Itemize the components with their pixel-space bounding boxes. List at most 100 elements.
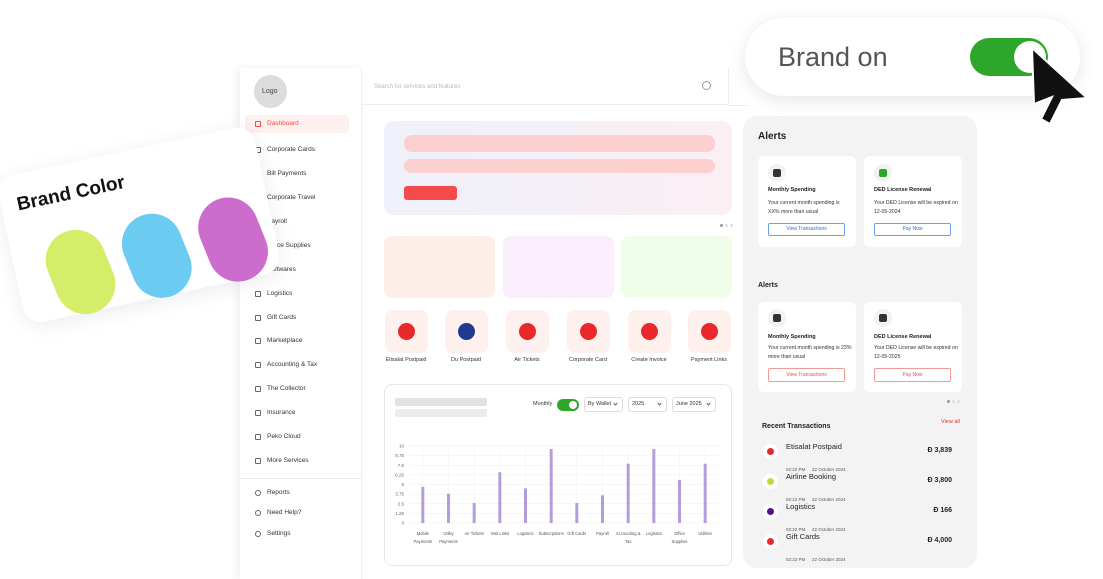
transaction-name: Airline Booking [786, 472, 837, 482]
menu-icon[interactable] [255, 362, 261, 368]
x-tick-label: Payroll [596, 531, 609, 536]
menu-item: Dashboard [267, 119, 299, 127]
quick-action-label: Create Invoice [631, 357, 667, 363]
menu-icon[interactable] [255, 338, 261, 344]
transaction-amount: Ð 3,800 [927, 476, 952, 484]
menu-icon[interactable] [255, 510, 261, 516]
transaction-icon-glyph [767, 538, 774, 545]
menu-icon[interactable] [255, 386, 261, 392]
dropdown-label: By Wallet [588, 401, 612, 408]
x-tick-label: Accounting & Tax [615, 531, 641, 544]
transaction-time: 02:22 PM [786, 526, 806, 532]
header-line [728, 105, 748, 106]
menu-item: Settings [267, 529, 291, 537]
menu-icon[interactable] [255, 458, 261, 464]
transaction-date: 22 October 2024 [812, 556, 846, 562]
menu-icon[interactable] [255, 121, 261, 127]
menu-item: Reports [267, 488, 290, 496]
y-tick-label: 2.5 [398, 501, 405, 506]
alert-body: Your current month spending is 23% more … [768, 345, 852, 360]
y-tick-label: 3.75 [395, 492, 404, 497]
bar [626, 463, 630, 523]
quick-action-icon [641, 323, 658, 340]
x-tick-label: Utilities [698, 531, 712, 536]
alert-button[interactable]: Pay Now [874, 368, 951, 382]
alert-title: Monthly Spending [768, 334, 816, 341]
menu-icon[interactable] [255, 291, 261, 297]
alert-body: Your current month spending is XX% more … [768, 200, 840, 215]
bar [575, 502, 579, 523]
x-tick-label: Subscriptions [538, 531, 564, 536]
alert-button[interactable]: View Transactions [768, 223, 845, 236]
alert-title: DED License Renewal [874, 187, 932, 194]
bar [447, 493, 450, 523]
bar [421, 486, 425, 523]
promo-card [503, 236, 614, 298]
y-tick-label: 8.75 [395, 453, 404, 458]
alert-icon-glyph [773, 169, 781, 177]
transactions-title: Recent Transactions [762, 422, 831, 430]
transaction-icon-glyph [767, 508, 774, 515]
quick-action-label: Corporate Card [569, 357, 607, 363]
search-bar[interactable] [362, 68, 728, 105]
dropdown[interactable] [672, 397, 716, 412]
dropdown[interactable] [628, 397, 667, 412]
chart-title-placeholder [395, 398, 487, 406]
menu-item: The Collector [267, 384, 306, 392]
period-toggle-knob [569, 401, 577, 409]
quick-action-icon [458, 323, 475, 340]
menu-item: Corporate Cards [267, 145, 316, 153]
banner-button[interactable] [404, 186, 457, 200]
dropdown-label: June 2025 [676, 401, 702, 408]
transaction-name: Logistics [786, 502, 816, 512]
transaction-amount: Ð 4,000 [927, 536, 952, 544]
menu-item: More Services [267, 456, 309, 464]
x-tick-label: Utility Payments [439, 531, 458, 544]
sidebar-divider [240, 478, 362, 479]
menu-icon[interactable] [255, 490, 261, 496]
promo-card [384, 236, 495, 298]
carousel-dot [957, 400, 960, 403]
brand-toggle-label: Brand on [778, 41, 888, 72]
menu-icon[interactable] [255, 410, 261, 416]
menu-item: Logistics [267, 289, 293, 297]
menu-item: Insurance [267, 408, 296, 416]
menu-item: Peko Cloud [267, 432, 301, 440]
y-tick-label: 10 [399, 444, 405, 449]
alert-button[interactable]: View Transactions [768, 368, 845, 382]
dropdown[interactable] [584, 397, 623, 412]
transaction-icon-glyph [767, 448, 774, 455]
menu-active-bg [245, 115, 349, 133]
quick-action-icon [580, 323, 597, 340]
view-all-link[interactable]: View all [941, 419, 960, 426]
alert-icon-glyph [879, 314, 887, 322]
menu-icon[interactable] [255, 434, 261, 440]
quick-action-label: Etisalat Postpaid [385, 357, 427, 363]
bar [703, 463, 707, 523]
menu-icon[interactable] [255, 315, 261, 321]
transaction-name: Etisalat Postpaid [786, 442, 842, 452]
y-tick-label: 7.5 [398, 463, 405, 468]
menu-item: Need Help? [267, 508, 302, 516]
search-icon [702, 81, 711, 90]
transaction-time: 02:22 PM [786, 496, 806, 502]
quick-action-icon [519, 323, 536, 340]
alert-button[interactable]: Pay Now [874, 223, 951, 236]
chart-card [384, 384, 732, 566]
alert-body: Your DED License will be expired on 12-0… [874, 200, 958, 215]
carousel-dot [720, 224, 723, 227]
transaction-date: 22 October 2024 [812, 526, 846, 532]
transaction-amount: Ð 3,839 [927, 446, 952, 454]
x-tick-label: Office Supplies [671, 531, 688, 544]
menu-item: Marketplace [267, 336, 303, 344]
alert-title: Monthly Spending [768, 187, 816, 194]
menu-item: Bill Payments [267, 169, 307, 177]
menu-item: Gift Cards [267, 313, 297, 321]
transaction-date: 22 October 2024 [812, 496, 846, 502]
banner-bar [404, 135, 715, 152]
menu-item: Payroll [267, 217, 287, 225]
menu-icon[interactable] [255, 531, 261, 537]
bar [652, 449, 656, 523]
